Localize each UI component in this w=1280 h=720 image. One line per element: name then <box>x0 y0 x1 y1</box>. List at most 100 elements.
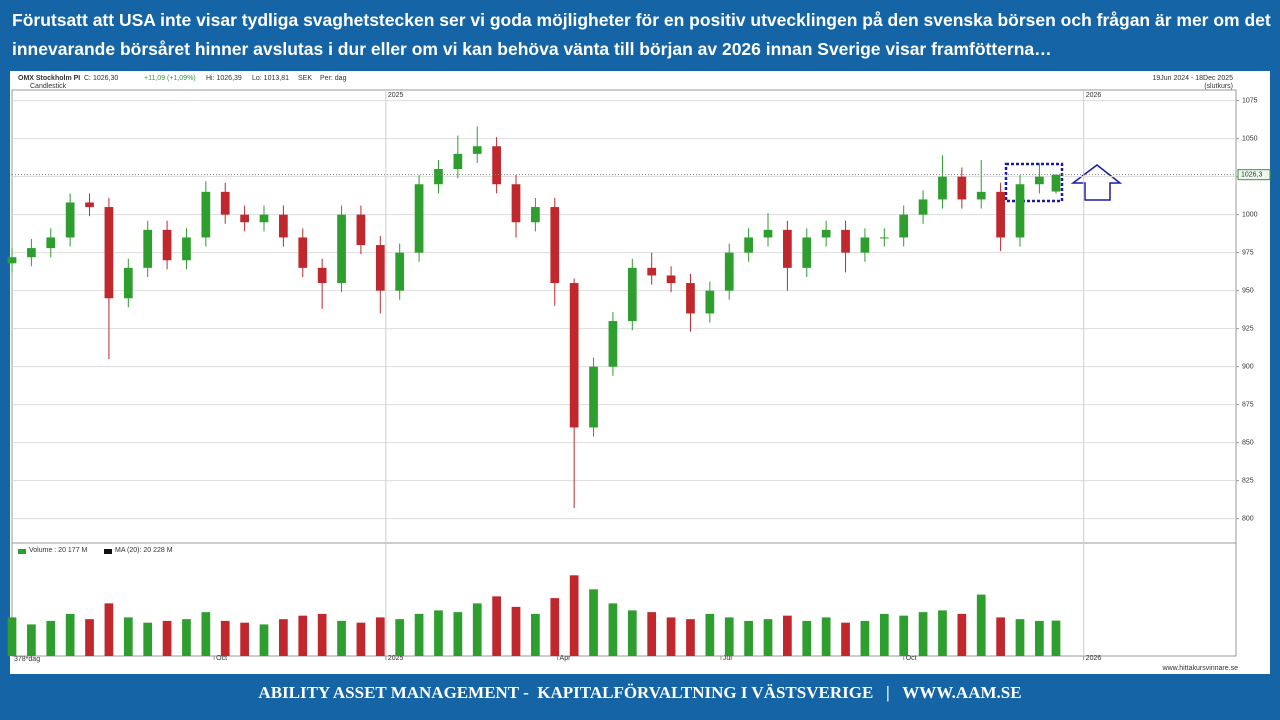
candle-body <box>317 267 327 284</box>
candle-body <box>143 229 153 268</box>
candle-body <box>531 207 540 223</box>
candle-body <box>453 153 463 170</box>
x-tick-label: 2026 <box>1086 655 1102 662</box>
ma-legend-swatch <box>104 549 112 554</box>
volume-bar <box>879 613 889 656</box>
volume-bar <box>337 620 346 656</box>
volume-bar <box>27 624 36 656</box>
candle-body <box>627 267 637 322</box>
y-tick-label: 900 <box>1242 364 1254 371</box>
last-price-label: 1026,3 <box>1241 172 1263 179</box>
volume-bar <box>414 613 424 656</box>
y-tick-label: 825 <box>1242 478 1254 485</box>
volume-bar <box>85 619 94 656</box>
volume-bar <box>589 589 598 656</box>
candle-body <box>298 237 308 268</box>
arrow <box>1070 164 1123 201</box>
volume-bar <box>375 617 385 656</box>
y-tick-label: 950 <box>1242 288 1254 295</box>
candle-body <box>976 191 986 200</box>
ma-legend: MA (20): 20 228 M <box>115 547 173 554</box>
candle-body <box>434 169 443 185</box>
candle-body <box>744 237 753 253</box>
change-info: +11,09 (+1,09%) <box>144 75 196 82</box>
volume-panel <box>11 542 1237 657</box>
volume-bar <box>259 624 269 656</box>
y-tick-label: 800 <box>1242 516 1254 523</box>
volume-bar <box>666 617 676 656</box>
volume-bar <box>434 610 443 656</box>
volume-bar <box>395 619 405 656</box>
year-label: 2026 <box>1086 92 1102 99</box>
volume-bar <box>976 594 986 656</box>
candle-body <box>1035 176 1044 185</box>
candle-body <box>647 267 657 276</box>
volume-bar <box>182 619 191 656</box>
volume-bar <box>317 613 327 656</box>
volume-bar <box>511 606 521 656</box>
volume-bar <box>123 617 133 656</box>
candle-body <box>85 202 94 208</box>
volume-legend-swatch <box>18 549 26 554</box>
candle-body <box>492 146 501 185</box>
x-tick-label: Jul <box>723 655 732 662</box>
volume-bar <box>492 596 501 656</box>
x-tick-label: Oct <box>906 655 917 662</box>
candle-body <box>608 321 618 367</box>
count-label: 378*dag <box>14 656 40 663</box>
volume-bar <box>860 620 870 656</box>
candle-body <box>724 252 734 291</box>
last-price-box <box>1237 169 1271 181</box>
candle-body <box>337 214 346 284</box>
volume-bar <box>7 617 17 656</box>
candle-body <box>259 214 269 223</box>
candle-body <box>104 207 114 299</box>
volume-bar <box>279 619 288 656</box>
volume-bar <box>1015 619 1025 656</box>
y-tick-label: 1075 <box>1242 97 1258 104</box>
x-tick-label: Apr <box>560 655 572 662</box>
volume-bar <box>938 610 947 656</box>
chart-background <box>10 71 1270 674</box>
candle-body <box>569 283 579 428</box>
x-tick-label: Oct <box>216 655 227 662</box>
volume-legend: Volume : 20 177 M <box>29 547 88 554</box>
candle-body <box>763 229 773 238</box>
y-tick-label: 875 <box>1242 402 1254 409</box>
volume-bar <box>899 615 909 656</box>
candle-body <box>821 229 831 238</box>
candle-body <box>1015 184 1025 238</box>
range-note: (slutkurs) <box>1204 83 1233 90</box>
candle-body <box>860 237 870 253</box>
candle-body <box>550 207 560 284</box>
highlight-box <box>1004 162 1064 203</box>
volume-bar <box>686 619 695 656</box>
candle-body <box>686 283 695 314</box>
candle-body <box>879 237 889 239</box>
range-info: 19Jun 2024 - 18Dec 2025 <box>1152 75 1233 82</box>
volume-bar <box>162 620 172 656</box>
style-info: Candlestick <box>30 83 67 90</box>
volume-bar <box>569 575 579 656</box>
chart-title: OMX Stockholm PI <box>18 75 80 82</box>
volume-bar <box>453 612 463 656</box>
volume-bar <box>996 617 1005 656</box>
currency-info: SEK <box>298 75 312 82</box>
period-info: Per: dag <box>320 75 347 82</box>
candle-body <box>123 267 133 299</box>
candle-body <box>841 229 850 253</box>
volume-bar <box>608 603 618 656</box>
candle-body <box>27 248 36 258</box>
candle-body <box>240 214 249 223</box>
volume-bar <box>240 622 249 656</box>
volume-bar <box>724 617 734 656</box>
year-label: 2025 <box>388 92 404 99</box>
candle-body <box>472 146 482 154</box>
volume-bar <box>744 620 753 656</box>
candle-body <box>802 237 812 268</box>
slide-title: Förutsatt att USA inte visar tydliga sva… <box>12 10 1271 59</box>
candle-body <box>375 245 385 291</box>
volume-bar <box>550 598 560 656</box>
candle-body <box>182 237 191 261</box>
